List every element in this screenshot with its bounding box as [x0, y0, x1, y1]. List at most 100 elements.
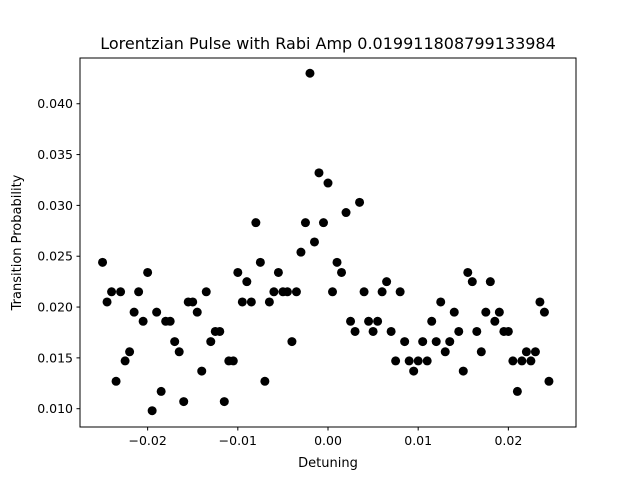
chart-title: Lorentzian Pulse with Rabi Amp 0.0199118…: [100, 34, 556, 53]
data-point: [201, 287, 211, 297]
y-tick-label: 0.015: [37, 350, 73, 365]
data-point: [341, 208, 351, 218]
data-point: [98, 257, 108, 267]
data-point: [530, 347, 540, 357]
data-point: [242, 277, 252, 287]
data-point: [138, 316, 148, 326]
axis-ticks: −0.02 −0.01 0.00 0.01 0.02 0.010 0.015 0.020 0.0…: [37, 96, 522, 448]
data-point: [418, 337, 428, 347]
x-axis-label: Detuning: [298, 456, 358, 471]
data-point: [526, 356, 536, 366]
data-point: [174, 347, 184, 357]
data-point: [521, 347, 531, 357]
data-point: [359, 287, 369, 297]
data-point: [147, 406, 157, 416]
data-point: [476, 347, 486, 357]
data-point: [427, 316, 437, 326]
data-point: [364, 316, 374, 326]
data-point: [377, 287, 387, 297]
data-point: [134, 287, 144, 297]
data-point: [503, 326, 513, 336]
data-point: [228, 356, 238, 366]
data-point: [323, 178, 333, 188]
data-point: [404, 356, 414, 366]
data-point: [449, 307, 459, 317]
data-point: [219, 397, 229, 407]
data-point: [395, 287, 405, 297]
data-point: [179, 397, 189, 407]
data-point: [129, 307, 139, 317]
y-tick-label: 0.010: [37, 401, 73, 416]
data-point: [436, 297, 446, 307]
data-point: [246, 297, 256, 307]
data-point: [170, 337, 180, 347]
y-axis-label: Transition Probability: [10, 174, 25, 311]
data-point: [309, 237, 319, 247]
data-point: [445, 337, 455, 347]
x-tick-label: −0.01: [219, 433, 257, 448]
data-points: [98, 68, 554, 416]
data-point: [422, 356, 432, 366]
data-point: [287, 337, 297, 347]
data-point: [269, 287, 279, 297]
data-point: [116, 287, 126, 297]
data-point: [264, 297, 274, 307]
data-point: [386, 326, 396, 336]
data-point: [233, 267, 243, 277]
data-point: [260, 376, 270, 386]
data-point: [305, 68, 315, 78]
data-point: [206, 337, 216, 347]
data-point: [467, 277, 477, 287]
data-point: [314, 168, 324, 178]
data-point: [400, 337, 410, 347]
plot-area-frame: [79, 57, 577, 428]
data-point: [332, 257, 342, 267]
data-point: [197, 366, 207, 376]
data-point: [273, 267, 283, 277]
y-tick-label: 0.030: [37, 198, 73, 213]
data-point: [165, 316, 175, 326]
data-point: [535, 297, 545, 307]
data-point: [120, 356, 130, 366]
data-point: [490, 316, 500, 326]
data-point: [539, 307, 549, 317]
data-point: [382, 277, 392, 287]
data-point: [508, 356, 518, 366]
data-point: [373, 316, 383, 326]
data-point: [251, 218, 261, 228]
data-point: [454, 326, 464, 336]
data-point: [291, 287, 301, 297]
data-point: [102, 297, 112, 307]
data-point: [355, 197, 365, 207]
data-point: [481, 307, 491, 317]
data-point: [215, 326, 225, 336]
data-point: [143, 267, 153, 277]
x-tick-label: −0.02: [128, 433, 166, 448]
data-point: [413, 356, 423, 366]
data-point: [300, 218, 310, 228]
data-point: [463, 267, 473, 277]
data-point: [188, 297, 198, 307]
y-tick-label: 0.035: [37, 147, 73, 162]
y-tick-label: 0.020: [37, 300, 73, 315]
data-point: [494, 307, 504, 317]
data-point: [125, 347, 135, 357]
data-point: [328, 287, 338, 297]
data-point: [512, 386, 522, 396]
data-point: [440, 347, 450, 357]
data-point: [296, 247, 306, 257]
data-point: [458, 366, 468, 376]
data-point: [107, 287, 117, 297]
data-point: [156, 386, 166, 396]
x-tick-label: 0.02: [494, 433, 522, 448]
data-point: [152, 307, 162, 317]
data-point: [255, 257, 265, 267]
data-point: [346, 316, 356, 326]
y-tick-label: 0.040: [37, 96, 73, 111]
y-tick-label: 0.025: [37, 249, 73, 264]
data-point: [485, 277, 495, 287]
data-point: [318, 218, 328, 228]
data-point: [368, 326, 378, 336]
